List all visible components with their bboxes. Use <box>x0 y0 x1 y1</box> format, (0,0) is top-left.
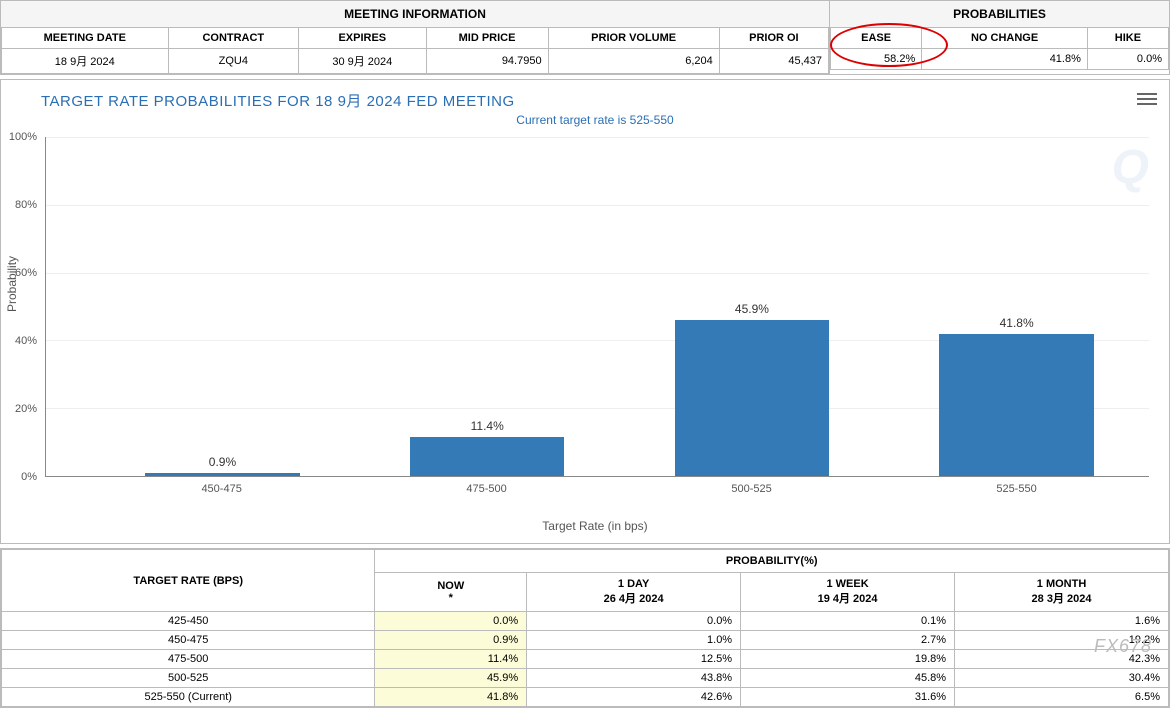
cell-1month: 19.2% <box>955 631 1169 650</box>
bar[interactable] <box>410 437 564 476</box>
cell-now: 45.9% <box>375 669 527 688</box>
y-tick: 40% <box>15 335 37 347</box>
bar-value-label: 45.9% <box>735 302 769 316</box>
prob-col-header: 1 WEEK19 4月 2024 <box>741 573 955 612</box>
prob-col-header: 1 DAY26 4月 2024 <box>527 573 741 612</box>
val-prior-volume: 6,204 <box>548 49 719 74</box>
x-axis-label: Target Rate (in bps) <box>41 519 1149 533</box>
meeting-info-title: MEETING INFORMATION <box>1 1 829 27</box>
table-row: 525-550 (Current)41.8%42.6%31.6%6.5% <box>2 688 1169 707</box>
probabilities-title: PROBABILITIES <box>830 1 1169 27</box>
chart-area: Probability 0%20%40%60%80%100% 0.9%11.4%… <box>41 137 1149 517</box>
cell-1month: 30.4% <box>955 669 1169 688</box>
cell-rate: 450-475 <box>2 631 375 650</box>
x-tick: 525-550 <box>996 483 1036 495</box>
col-meeting-date: MEETING DATE <box>2 28 169 49</box>
meeting-info-panel: MEETING INFORMATION MEETING DATE CONTRAC… <box>1 1 829 74</box>
prob-table-panel: TARGET RATE (BPS) PROBABILITY(%) NOW*1 D… <box>0 548 1170 708</box>
cell-rate: 425-450 <box>2 612 375 631</box>
cell-1day: 1.0% <box>527 631 741 650</box>
plot-area: 0.9% 11.4% 45.9% 41.8% <box>45 137 1149 477</box>
chart-subtitle: Current target rate is 525-550 <box>41 113 1149 127</box>
val-contract: ZQU4 <box>168 49 299 74</box>
gridline <box>46 205 1149 206</box>
meeting-info-table: MEETING DATE CONTRACT EXPIRES MID PRICE … <box>1 27 829 74</box>
col-expires: EXPIRES <box>299 28 426 49</box>
x-tick: 450-475 <box>201 483 241 495</box>
col-no-change: NO CHANGE <box>922 28 1088 49</box>
cell-1week: 2.7% <box>741 631 955 650</box>
y-tick: 100% <box>9 131 37 143</box>
y-tick: 20% <box>15 403 37 415</box>
gridline <box>46 273 1149 274</box>
col-prior-oi: PRIOR OI <box>719 28 828 49</box>
table-row: 500-52545.9%43.8%45.8%30.4% <box>2 669 1169 688</box>
col-target-rate: TARGET RATE (BPS) <box>2 550 375 612</box>
gridline <box>46 137 1149 138</box>
cell-now: 0.9% <box>375 631 527 650</box>
col-mid-price: MID PRICE <box>426 28 548 49</box>
cell-now: 0.0% <box>375 612 527 631</box>
col-hike: HIKE <box>1087 28 1168 49</box>
x-axis: 450-475 475-500 500-525 525-550 <box>45 483 1149 499</box>
bar-value-label: 41.8% <box>1000 316 1034 330</box>
table-row: 425-4500.0%0.0%0.1%1.6% <box>2 612 1169 631</box>
col-probability-group: PROBABILITY(%) <box>375 550 1169 573</box>
probabilities-panel: PROBABILITIES EASE NO CHANGE HIKE 58.2% … <box>829 1 1169 74</box>
cell-rate: 475-500 <box>2 650 375 669</box>
col-prior-volume: PRIOR VOLUME <box>548 28 719 49</box>
y-axis: 0%20%40%60%80%100% <box>11 137 41 477</box>
table-row: 475-50011.4%12.5%19.8%42.3% <box>2 650 1169 669</box>
col-contract: CONTRACT <box>168 28 299 49</box>
bar[interactable] <box>939 334 1093 476</box>
prob-table: TARGET RATE (BPS) PROBABILITY(%) NOW*1 D… <box>1 549 1169 707</box>
bar-value-label: 11.4% <box>471 419 504 433</box>
cell-1month: 1.6% <box>955 612 1169 631</box>
cell-1month: 42.3% <box>955 650 1169 669</box>
prob-col-header: NOW* <box>375 573 527 612</box>
cell-rate: 500-525 <box>2 669 375 688</box>
chart-panel: TARGET RATE PROBABILITIES FOR 18 9月 2024… <box>0 79 1170 544</box>
cell-1week: 19.8% <box>741 650 955 669</box>
cell-1day: 0.0% <box>527 612 741 631</box>
val-mid-price: 94.7950 <box>426 49 548 74</box>
header-panel: MEETING INFORMATION MEETING DATE CONTRAC… <box>0 0 1170 75</box>
chart-menu-icon[interactable] <box>1137 90 1157 106</box>
y-tick: 60% <box>15 267 37 279</box>
val-expires: 30 9月 2024 <box>299 49 426 74</box>
cell-1week: 45.8% <box>741 669 955 688</box>
x-tick: 500-525 <box>731 483 771 495</box>
probabilities-table: EASE NO CHANGE HIKE 58.2% 41.8% 0.0% <box>830 27 1169 70</box>
x-tick: 475-500 <box>466 483 506 495</box>
val-no-change: 41.8% <box>922 49 1088 70</box>
cell-1day: 12.5% <box>527 650 741 669</box>
val-meeting-date: 18 9月 2024 <box>2 49 169 74</box>
cell-now: 11.4% <box>375 650 527 669</box>
bar[interactable] <box>675 320 829 476</box>
val-hike: 0.0% <box>1087 49 1168 70</box>
cell-rate: 525-550 (Current) <box>2 688 375 707</box>
bar[interactable] <box>145 473 299 476</box>
prob-col-header: 1 MONTH28 3月 2024 <box>955 573 1169 612</box>
y-tick: 0% <box>21 471 37 483</box>
cell-1day: 43.8% <box>527 669 741 688</box>
cell-1month: 6.5% <box>955 688 1169 707</box>
y-tick: 80% <box>15 199 37 211</box>
col-ease: EASE <box>831 28 922 49</box>
cell-now: 41.8% <box>375 688 527 707</box>
table-row: 450-4750.9%1.0%2.7%19.2% <box>2 631 1169 650</box>
cell-1week: 31.6% <box>741 688 955 707</box>
val-ease: 58.2% <box>831 49 922 70</box>
val-prior-oi: 45,437 <box>719 49 828 74</box>
cell-1week: 0.1% <box>741 612 955 631</box>
chart-title: TARGET RATE PROBABILITIES FOR 18 9月 2024… <box>41 90 1149 111</box>
bar-value-label: 0.9% <box>209 455 236 469</box>
cell-1day: 42.6% <box>527 688 741 707</box>
